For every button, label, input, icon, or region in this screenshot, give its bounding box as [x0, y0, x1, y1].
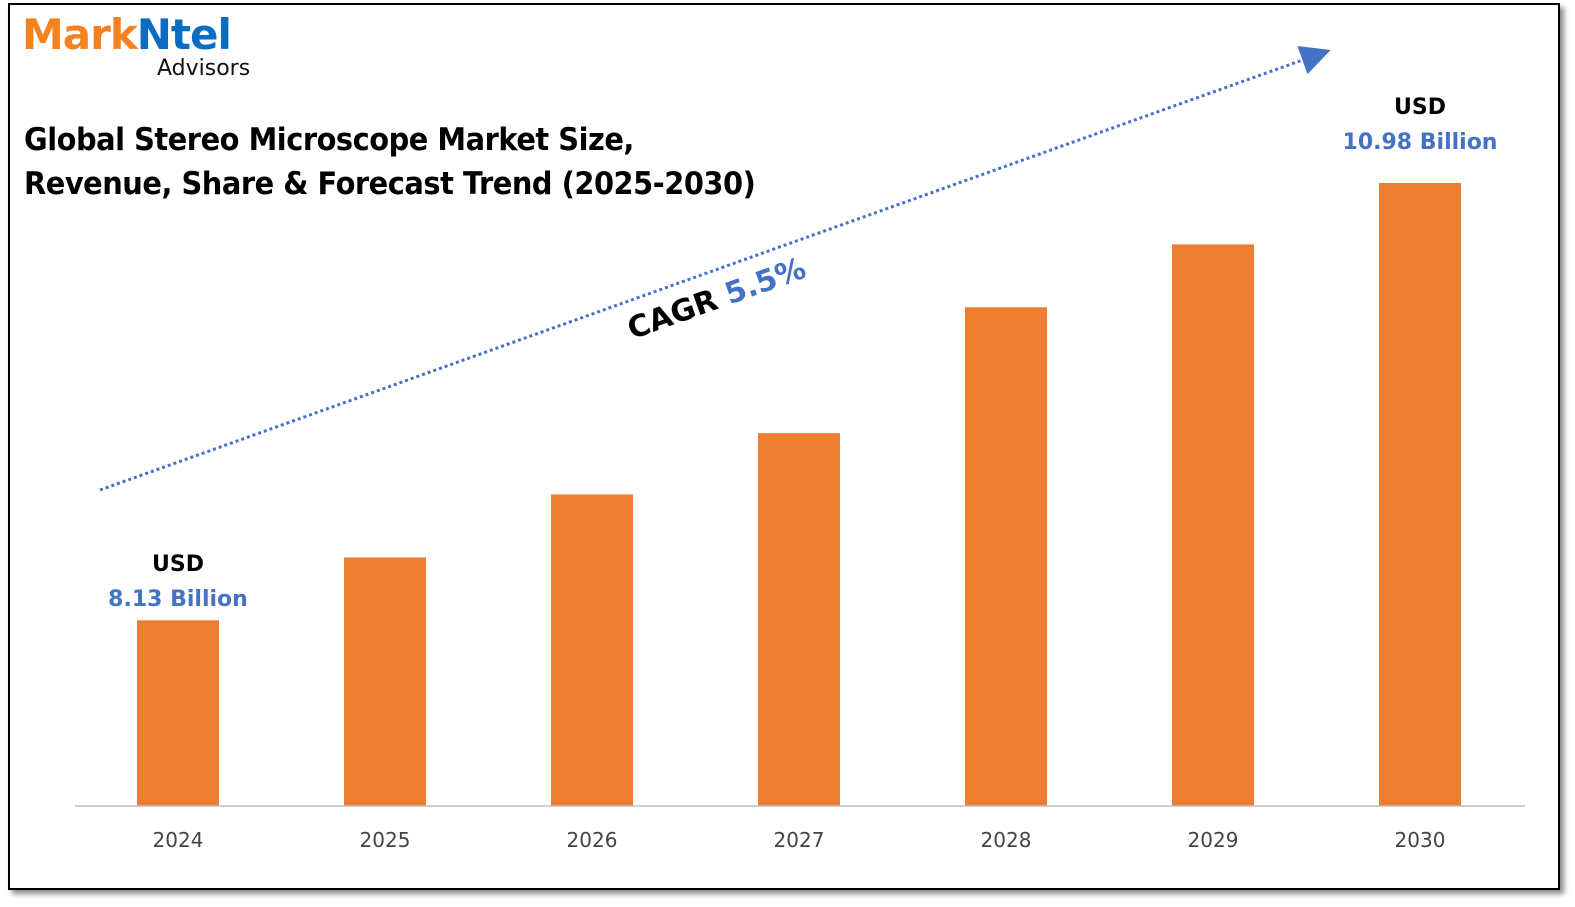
x-tick-label: 2030	[1395, 828, 1446, 852]
title-line-2: Revenue, Share & Forecast Trend (2025-20…	[24, 166, 756, 202]
markntel-logo: MarkNtel Advisors	[22, 10, 250, 82]
x-tick-label: 2026	[567, 828, 618, 852]
bar-2030	[1379, 183, 1461, 806]
start-usd-label: USD	[152, 552, 204, 577]
x-tick-label: 2025	[360, 828, 411, 852]
start-value-label: 8.13 Billion	[108, 587, 248, 612]
x-tick-label: 2028	[981, 828, 1032, 852]
x-tick-label: 2024	[153, 828, 204, 852]
end-value-label: 10.98 Billion	[1343, 130, 1498, 155]
logo-subtitle: Advisors	[157, 56, 251, 81]
title-line-1: Global Stereo Microscope Market Size,	[24, 122, 634, 158]
chart-title: Global Stereo Microscope Market Size, Re…	[24, 118, 756, 206]
end-usd-label: USD	[1394, 95, 1446, 120]
bar-2025	[344, 557, 426, 806]
bar-2027	[758, 433, 840, 806]
bar-2026	[551, 494, 633, 806]
bar-2024	[137, 620, 219, 806]
x-tick-label: 2029	[1188, 828, 1239, 852]
trend-arrow	[99, 45, 1331, 492]
x-tick-label: 2027	[774, 828, 825, 852]
bar-2028	[965, 307, 1047, 806]
logo-ntel: Ntel	[136, 10, 232, 59]
cagr-label: CAGR	[623, 283, 722, 347]
bar-2029	[1172, 244, 1254, 807]
cagr-annotation: CAGR 5.5%	[623, 251, 811, 347]
cagr-value: 5.5%	[720, 251, 810, 312]
logo-mark: Mark	[22, 10, 138, 59]
